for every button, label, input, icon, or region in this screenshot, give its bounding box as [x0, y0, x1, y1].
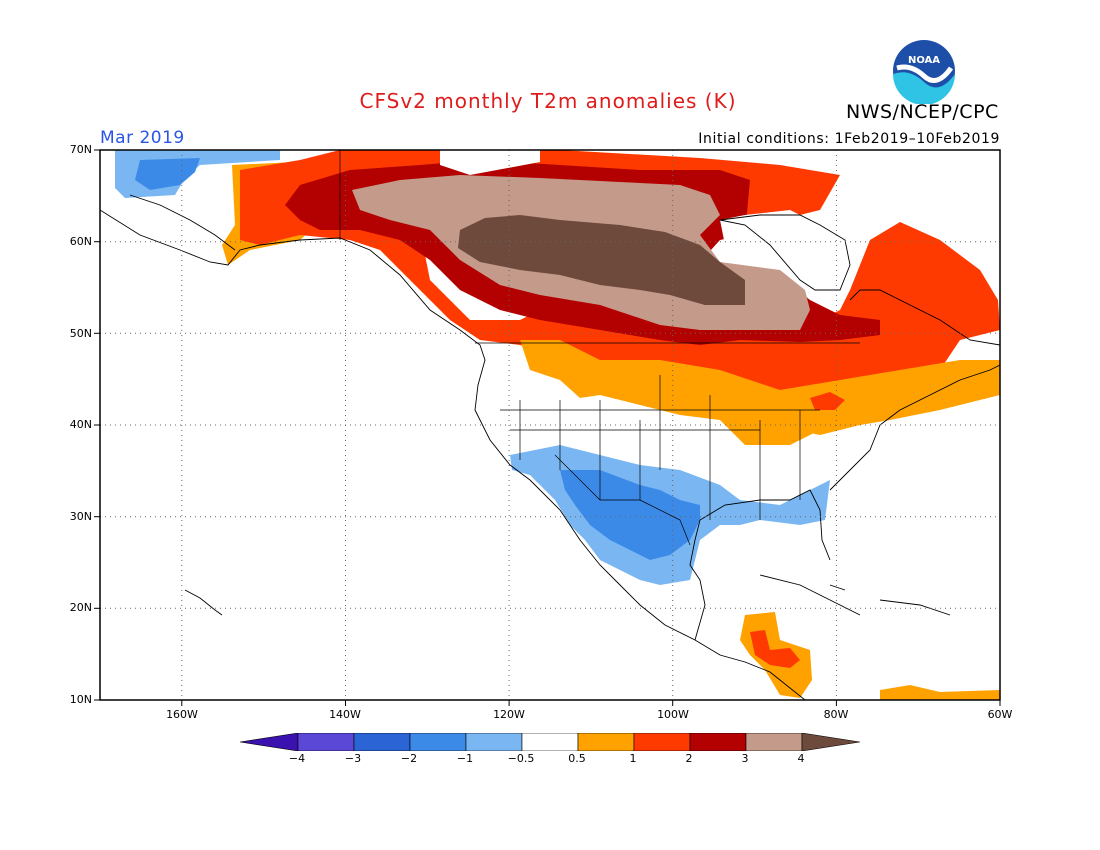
anomaly-region-ne-white — [850, 160, 960, 215]
anomaly-region-east-orange — [780, 380, 1000, 435]
anomaly-region-us-orange — [520, 340, 1000, 445]
colorbar-label-2: 2 — [685, 752, 693, 765]
coastlines — [100, 194, 1000, 700]
anomaly-region-brown — [458, 215, 745, 305]
colorbar-cell — [240, 733, 299, 751]
lon-label-160w: 160W — [166, 708, 198, 721]
anomaly-region-hudson-white — [720, 210, 860, 290]
colorbar-label-m05: −0.5 — [507, 752, 535, 765]
anomaly-region-camerica-red — [750, 630, 800, 668]
lat-label-30n: 30N — [69, 510, 92, 523]
colorbar-cell — [801, 733, 861, 751]
lon-label-100w: 100W — [657, 708, 689, 721]
lon-label-60w: 60W — [987, 708, 1013, 721]
lat-label-40n: 40N — [69, 418, 92, 431]
colorbar-label-m3: −3 — [344, 752, 362, 765]
forecast-month: Mar 2019 — [100, 128, 185, 148]
colorbar-cell — [633, 733, 691, 751]
lon-label-140w: 140W — [329, 708, 361, 721]
colorbar-cell — [689, 733, 747, 751]
colorbar-label-m2: −2 — [400, 752, 418, 765]
lat-label-20n: 20N — [69, 601, 92, 614]
colorbar-cell — [521, 733, 579, 751]
colorbar-label-4: 4 — [797, 752, 805, 765]
colorbar-cell — [577, 733, 635, 751]
noaa-logo-text: NOAA — [908, 55, 940, 66]
map-graticule — [100, 150, 1000, 700]
colorbar-cell — [465, 733, 523, 751]
anomaly-region-arctic-blue2 — [135, 158, 200, 190]
colorbar — [240, 733, 861, 751]
colorbar-label-3: 3 — [741, 752, 749, 765]
anomaly-region-sa-orange — [880, 685, 1000, 700]
noaa-logo: NOAA — [891, 38, 957, 105]
anomaly-region-arctic-white — [440, 150, 540, 175]
colorbar-label-05: 0.5 — [568, 752, 586, 765]
colorbar-label-m1: −1 — [456, 752, 474, 765]
map-title: CFSv2 monthly T2m anomalies (K) — [359, 89, 737, 113]
agency-label: NWS/NCEP/CPC — [846, 101, 999, 123]
initial-conditions: Initial conditions: 1Feb2019–10Feb2019 — [698, 131, 1000, 147]
colorbar-cell — [297, 733, 355, 751]
lat-label-10n: 10N — [69, 693, 92, 706]
map-ticks — [94, 149, 1001, 706]
colorbar-cell — [745, 733, 803, 751]
anomaly-shading — [115, 150, 1000, 700]
colorbar-label-m4: −4 — [288, 752, 306, 765]
political-borders — [339, 150, 860, 546]
anomaly-region-sw-blue — [560, 470, 700, 560]
lon-label-80w: 80W — [823, 708, 849, 721]
colorbar-cell — [409, 733, 467, 751]
lat-label-60n: 60N — [69, 235, 92, 248]
lat-label-50n: 50N — [69, 327, 92, 340]
lat-label-70n: 70N — [69, 143, 92, 156]
colorbar-label-1: 1 — [629, 752, 637, 765]
lon-label-120w: 120W — [493, 708, 525, 721]
colorbar-cell — [353, 733, 411, 751]
